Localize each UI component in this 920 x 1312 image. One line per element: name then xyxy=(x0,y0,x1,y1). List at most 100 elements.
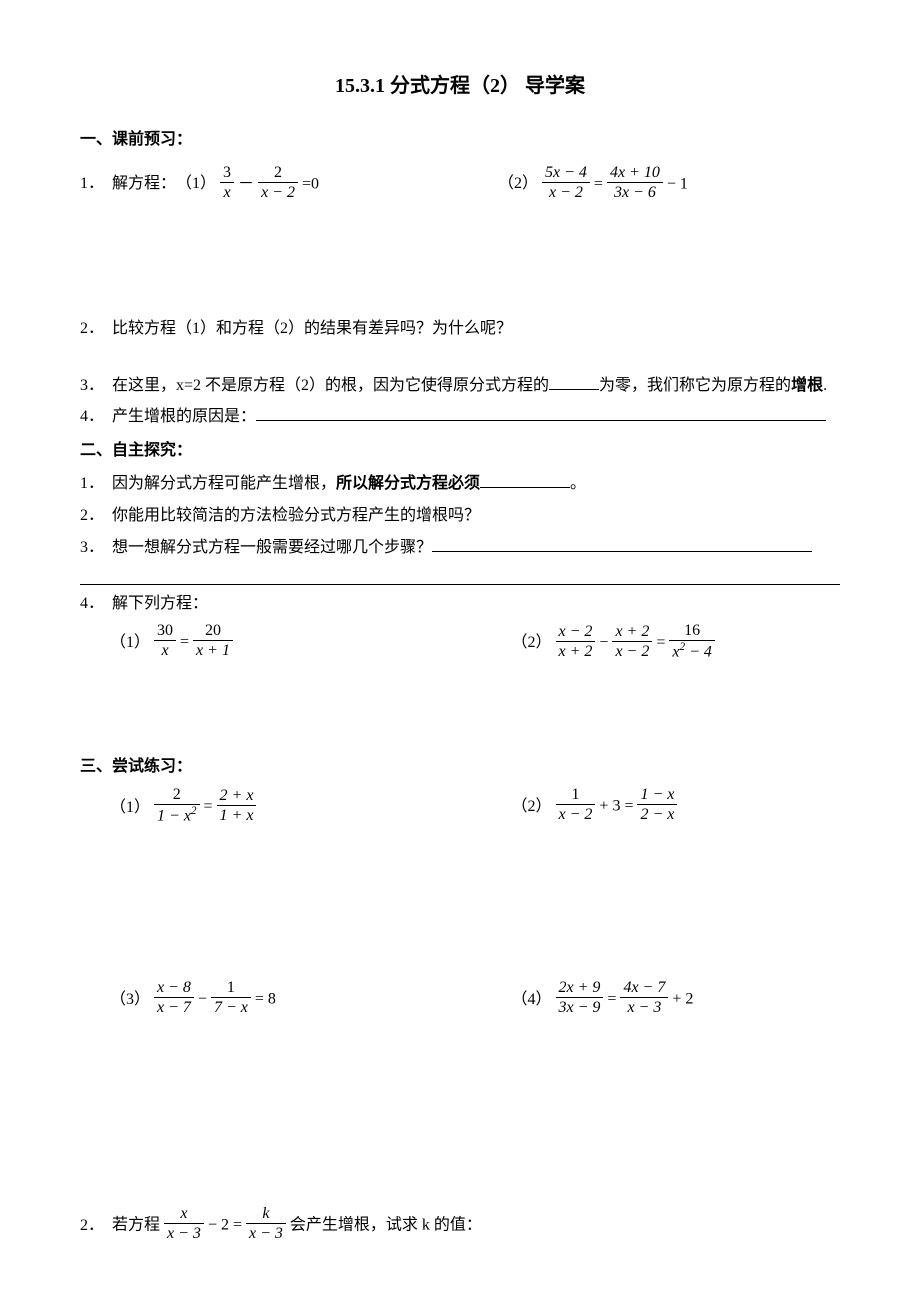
eq-den: x − 3 xyxy=(164,1224,204,1243)
text: 为零，我们称它为原方程的 xyxy=(599,377,791,394)
s3-sub1: （1） xyxy=(110,795,150,821)
var: 1 − x xyxy=(157,808,191,825)
s2-q4: 4． 解下列方程： xyxy=(80,591,840,617)
eq-num: 2x + 9 xyxy=(556,978,604,998)
s2-q4-label: 解下列方程： xyxy=(112,591,840,617)
spacer xyxy=(80,840,840,980)
s1-q1-sub1: （1） xyxy=(176,171,216,197)
eq-den: x2 − 4 xyxy=(669,641,715,662)
text: 因为解分式方程可能产生增根， xyxy=(112,475,336,492)
s3-eq2: 1x − 2 + 3 = 1 − x2 − x xyxy=(556,787,678,826)
s1-q2: 2． 比较方程（1）和方程（2）的结果有差异吗？为什么呢？ xyxy=(80,316,840,342)
op-eq: = xyxy=(607,990,616,1007)
s2-q2-text: 你能用比较简洁的方法检验分式方程产生的增根吗？ xyxy=(112,503,840,529)
s1-q4-prefix: 4． xyxy=(80,404,104,430)
text: 产生增根的原因是： xyxy=(112,408,256,425)
eq-den: x xyxy=(220,183,234,202)
eq-tail: + 2 xyxy=(672,990,693,1007)
spacer xyxy=(80,676,840,746)
eq-num: 4x − 7 xyxy=(620,978,668,998)
fill-blank[interactable] xyxy=(549,374,599,390)
eq-den: x − 3 xyxy=(620,998,668,1017)
fill-blank[interactable] xyxy=(432,536,812,552)
s2-q4-eq2: x − 2x + 2 − x + 2x − 2 = 16x2 − 4 xyxy=(556,623,715,664)
eq-num: 2 xyxy=(258,163,298,183)
s1-q1-sub2: （2） xyxy=(498,171,538,197)
eq-den: 2 − x xyxy=(637,805,677,824)
s1-q1-eq2: 5x − 4x − 2 = 4x + 103x − 6 − 1 xyxy=(542,165,688,204)
eq-num: 5x − 4 xyxy=(542,163,590,183)
s2-q1: 1． 因为解分式方程可能产生增根，所以解分式方程必须。 xyxy=(80,471,840,497)
s1-q4-content: 产生增根的原因是： xyxy=(112,404,840,430)
eq-tail: = 8 xyxy=(255,990,276,1007)
text: 想一想解分式方程一般需要经过哪几个步骤？ xyxy=(112,539,432,556)
text: . xyxy=(823,377,827,394)
eq-den: x xyxy=(154,641,176,660)
text: 若方程 xyxy=(112,1217,160,1234)
s2-q4-sub1: （1） xyxy=(110,630,150,656)
page-title: 15.3.1 分式方程（2） 导学案 xyxy=(80,70,840,102)
eq-num: 2 + x xyxy=(217,786,257,806)
bold-text: 所以解分式方程必须 xyxy=(336,475,480,492)
s3-q2-prefix: 2． xyxy=(80,1213,104,1239)
s3-eq3: x − 8x − 7 − 17 − x = 8 xyxy=(154,980,276,1019)
s1-q1-eq1: 3x － 2x − 2 =0 xyxy=(220,165,319,204)
spacer xyxy=(80,348,840,373)
s3-sub2: （2） xyxy=(512,794,552,820)
underline-row[interactable] xyxy=(80,566,840,585)
op-minus: － xyxy=(238,175,254,192)
eq-num: 1 − x xyxy=(637,785,677,805)
s2-q2-prefix: 2． xyxy=(80,503,104,529)
eq-num: 30 xyxy=(154,621,176,641)
eq-num: x xyxy=(164,1204,204,1224)
eq-num: 16 xyxy=(669,621,715,641)
s2-q3-prefix: 3． xyxy=(80,535,104,561)
s2-q1-content: 因为解分式方程可能产生增根，所以解分式方程必须 。 xyxy=(112,471,840,497)
s2-q3-content: 想一想解分式方程一般需要经过哪几个步骤？ xyxy=(112,535,840,561)
fill-blank[interactable] xyxy=(480,472,570,488)
s3-q2-content: 若方程 xx − 3 − 2 = kx − 3 会产生增根，试求 k 的值： xyxy=(112,1206,840,1245)
s3-row1: （1） 21 − x2 = 2 + x1 + x （2） 1x − 2 + 3 … xyxy=(80,787,840,828)
s3-row2: （3） x − 8x − 7 − 17 − x = 8 （4） 2x + 93x… xyxy=(80,980,840,1019)
eq-den: x − 2 xyxy=(612,642,652,661)
s2-q4-eqs: （1） 30x = 20x + 1 （2） x − 2x + 2 − x + 2… xyxy=(80,623,840,664)
text: 。 xyxy=(570,475,586,492)
var: x xyxy=(672,643,679,660)
s1-q2-prefix: 2． xyxy=(80,316,104,342)
text: 会产生增根，试求 k 的值： xyxy=(290,1217,482,1234)
s1-q3-prefix: 3． xyxy=(80,373,104,399)
eq-num: x − 2 xyxy=(556,622,596,642)
eq-den: 7 − x xyxy=(211,998,251,1017)
eq-den: 3x − 9 xyxy=(556,998,604,1017)
eq-den: x − 2 xyxy=(556,805,596,824)
section2-header: 二、自主探究： xyxy=(80,438,840,464)
section1-header: 一、课前预习： xyxy=(80,127,840,153)
eq-num: 4x + 10 xyxy=(607,163,663,183)
s1-q2-text: 比较方程（1）和方程（2）的结果有差异吗？为什么呢？ xyxy=(112,316,840,342)
eq-den: 3x − 6 xyxy=(607,183,663,202)
eq-den: x − 3 xyxy=(246,1224,286,1243)
spacer xyxy=(80,216,840,316)
op-minus: − xyxy=(599,634,608,651)
s2-q4-sub2: （2） xyxy=(512,630,552,656)
text: 在这里，x=2 不是原方程（2）的根，因为它使得原分式方程的 xyxy=(112,377,549,394)
s3-sub3: （3） xyxy=(110,987,150,1013)
tail: − 4 xyxy=(685,643,712,660)
eq-num: 1 xyxy=(211,978,251,998)
eq-num: x − 8 xyxy=(154,978,194,998)
op-mid: − 2 = xyxy=(208,1217,242,1234)
s2-q2: 2． 你能用比较简洁的方法检验分式方程产生的增根吗？ xyxy=(80,503,840,529)
s2-q3: 3． 想一想解分式方程一般需要经过哪几个步骤？ xyxy=(80,535,840,561)
s2-q4-prefix: 4． xyxy=(80,591,104,617)
op-mid: + 3 = xyxy=(599,798,633,815)
s3-sub4: （4） xyxy=(512,987,552,1013)
s2-q4-eq1: 30x = 20x + 1 xyxy=(154,623,233,662)
s1-q3-content: 在这里，x=2 不是原方程（2）的根，因为它使得原分式方程的 为零，我们称它为原方… xyxy=(112,373,840,399)
eq-tail: =0 xyxy=(302,175,319,192)
s3-q2: 2． 若方程 xx − 3 − 2 = kx − 3 会产生增根，试求 k 的值… xyxy=(80,1206,840,1245)
fill-blank[interactable] xyxy=(256,405,826,421)
op-eq: = xyxy=(204,798,213,815)
eq-den: x + 1 xyxy=(193,641,233,660)
s1-q1-prefix: 1． xyxy=(80,171,104,197)
eq-num: 2 xyxy=(154,785,200,805)
